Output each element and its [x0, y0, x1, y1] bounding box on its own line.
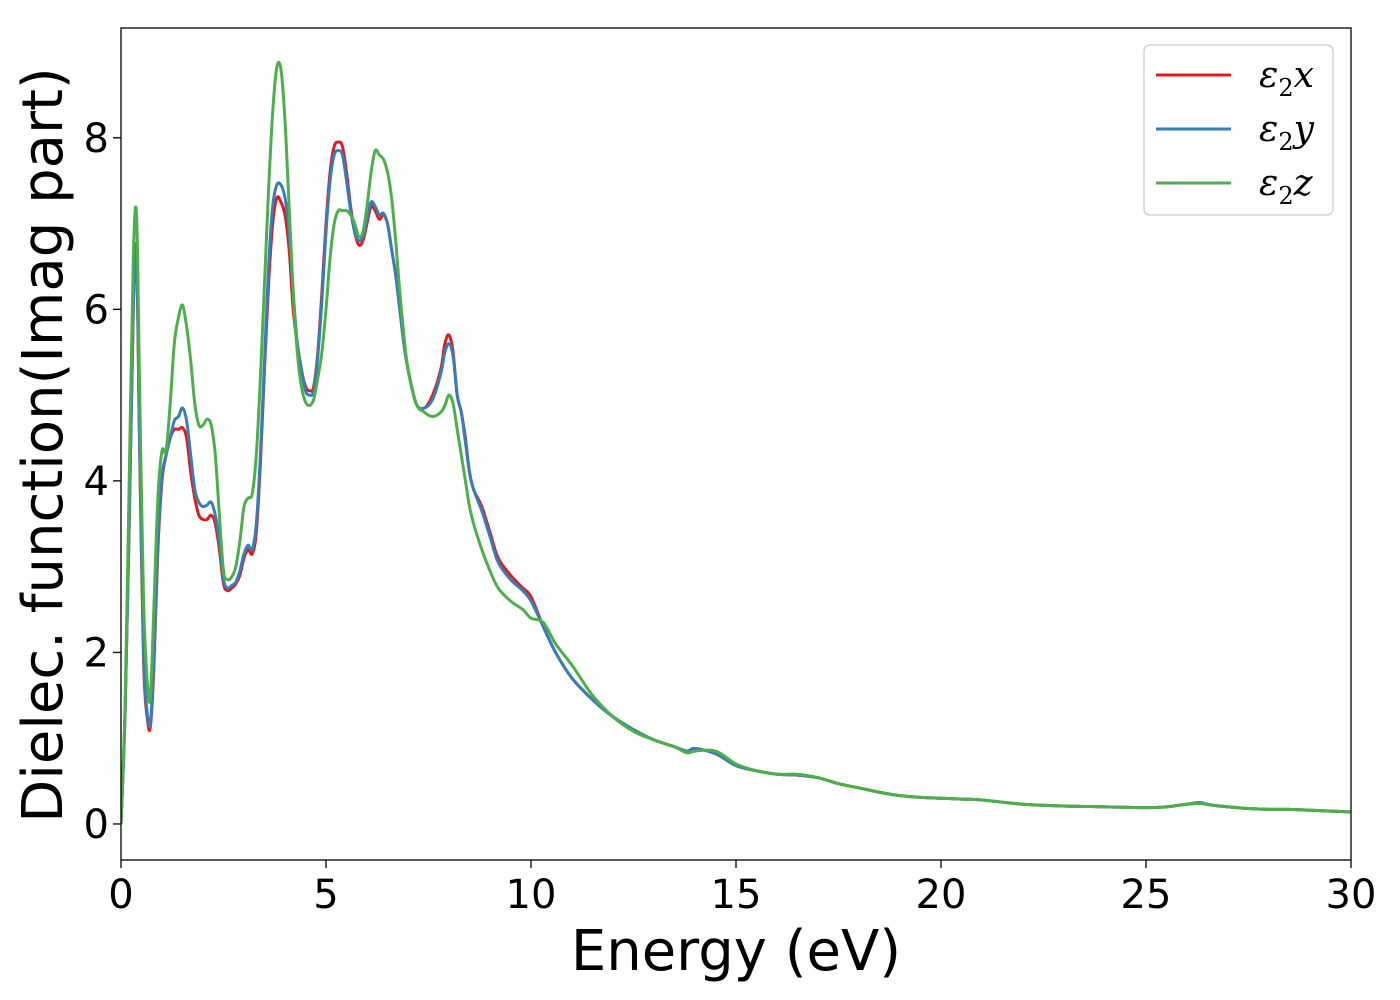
series-line-y [121, 149, 1351, 825]
x-tick-label: 15 [711, 872, 762, 918]
series-layer [121, 60, 1351, 825]
x-tick-label: 0 [108, 872, 133, 918]
x-tick-label: 10 [506, 872, 557, 918]
x-axis-label: Energy (eV) [571, 919, 901, 984]
y-tick-label: 8 [84, 116, 109, 162]
legend-label-z: ε2z [1259, 163, 1314, 210]
y-axis-ticks: 0 2 4 6 8 [84, 116, 121, 848]
x-tick-label: 30 [1326, 872, 1377, 918]
series-line-z [121, 60, 1351, 825]
x-tick-label: 5 [313, 872, 338, 918]
legend-label-y: ε2y [1259, 109, 1315, 156]
y-tick-label: 0 [84, 802, 109, 848]
series-line-x [121, 140, 1351, 825]
y-tick-label: 2 [84, 630, 109, 676]
x-tick-label: 20 [916, 872, 967, 918]
y-axis-label: Dielec. function(Imag part) [11, 67, 76, 823]
legend-label-x: ε2x [1259, 55, 1314, 102]
x-axis-ticks: 0 5 10 15 20 25 30 [108, 860, 1376, 918]
legend-box [1143, 44, 1334, 216]
y-tick-label: 6 [84, 287, 109, 333]
x-tick-label: 25 [1121, 872, 1172, 918]
y-tick-label: 4 [84, 459, 109, 505]
legend: ε2x ε2y ε2z [1143, 44, 1334, 216]
